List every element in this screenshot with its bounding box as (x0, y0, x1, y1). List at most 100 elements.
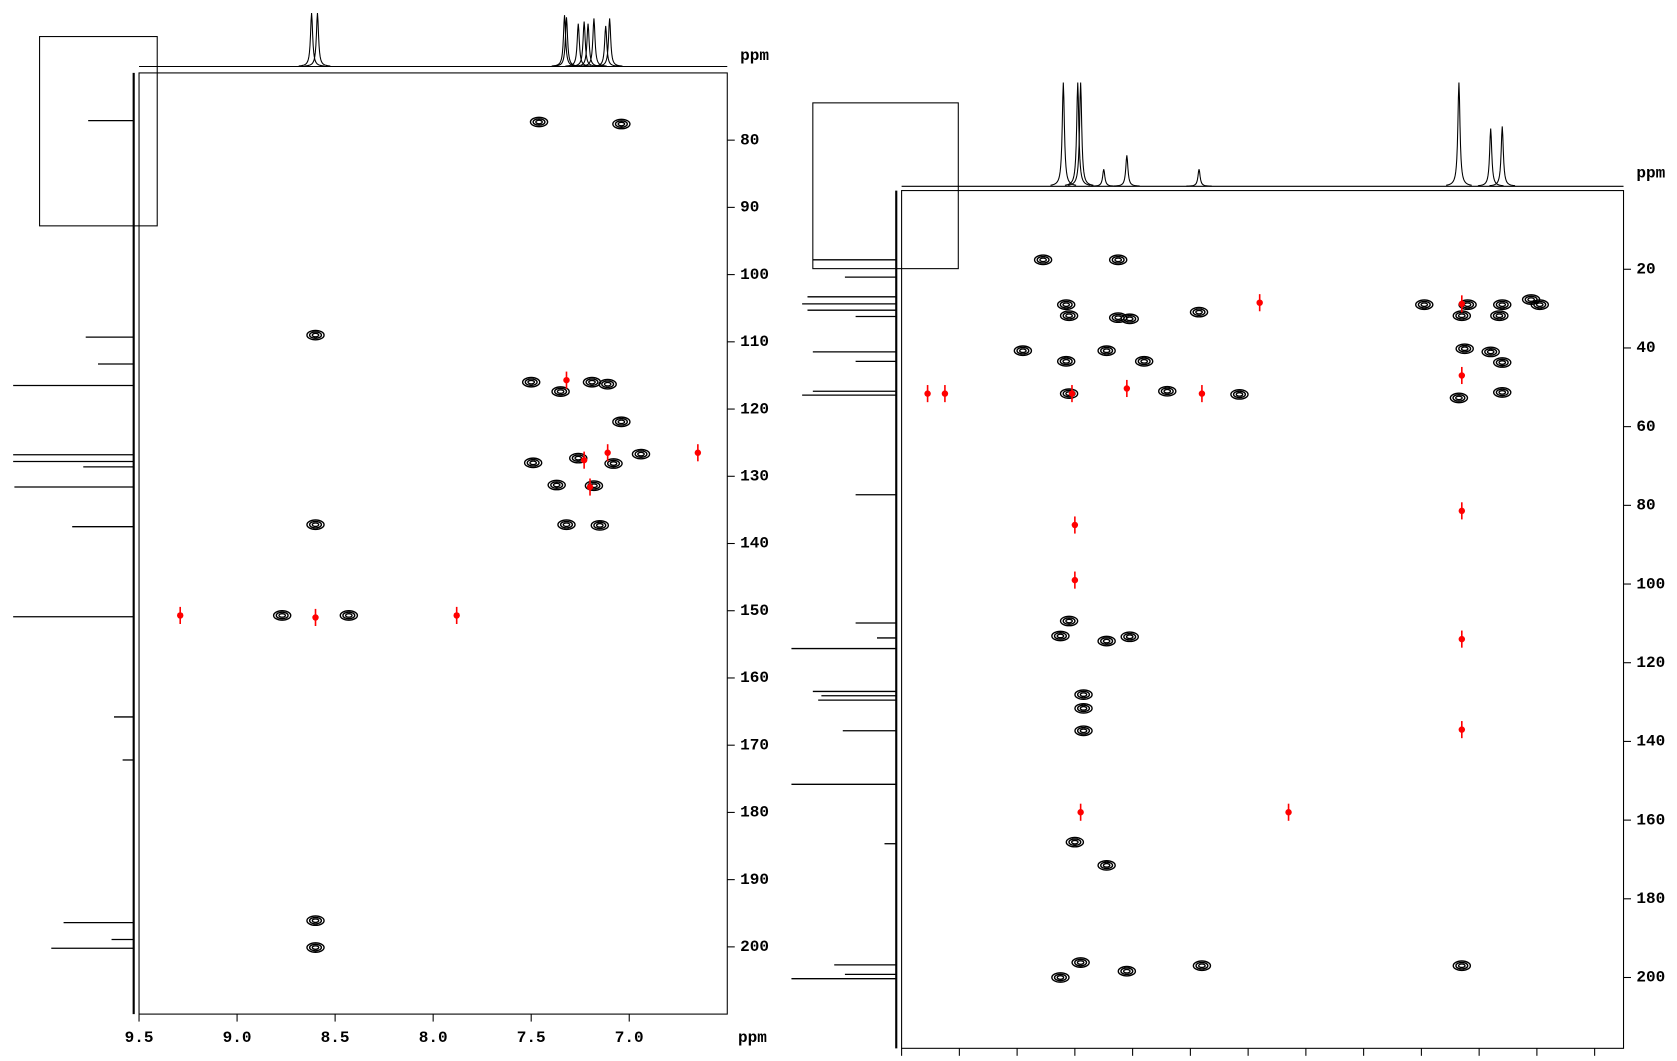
contour-ring (1013, 345, 1033, 357)
cross-peak (1458, 630, 1466, 648)
cross-peak (1449, 392, 1469, 404)
contour-ring (1114, 315, 1123, 321)
contour-ring (311, 522, 320, 528)
contour-ring (1189, 306, 1209, 318)
contour-ring (1068, 838, 1082, 847)
contour-ring (1195, 309, 1203, 315)
contour-ring (1527, 297, 1536, 303)
contour-ring (556, 389, 565, 395)
contour-ring (1059, 388, 1079, 399)
contour-ring (1062, 302, 1071, 308)
contour-ring (311, 332, 320, 338)
y-tick-label: 170 (740, 736, 769, 754)
contour-ring (1059, 357, 1073, 366)
contour-ring (1018, 348, 1027, 354)
contour-ring (1051, 630, 1070, 642)
cross-peak (1071, 571, 1079, 589)
cross-peak (1117, 965, 1137, 977)
contour-ring (1076, 726, 1091, 735)
contour-ring (1053, 632, 1068, 640)
contour-ring (1140, 358, 1149, 364)
y-tick-label: 140 (740, 535, 769, 553)
contour-ring (1457, 313, 1466, 319)
cross-peak (1120, 631, 1139, 643)
h-projection-peak (1050, 82, 1077, 186)
contour-ring (1079, 728, 1088, 734)
y-tick-label: 140 (1636, 733, 1665, 751)
contour-ring (562, 522, 571, 528)
cross-peak (523, 457, 543, 469)
y-tick-label: 100 (1636, 575, 1665, 593)
cross-peak (1071, 957, 1090, 968)
cross-peak (563, 371, 570, 389)
cross-peak (582, 376, 602, 388)
contour-ring (595, 522, 604, 528)
cross-peak (1077, 803, 1084, 821)
contour-ring (342, 611, 356, 620)
cross-peak (1458, 366, 1466, 385)
contour-ring (1036, 255, 1050, 264)
contour-ring (308, 520, 323, 529)
contour-ring (1460, 346, 1469, 352)
x-tick-label: 8.0 (419, 1029, 448, 1047)
cross-peak (306, 915, 325, 927)
cross-peak (1059, 310, 1079, 322)
contour-ring (557, 519, 576, 531)
contour-ring (526, 458, 540, 467)
cross-peak (1192, 960, 1212, 972)
y-tick-label: 60 (1636, 418, 1655, 436)
cross-peak (1065, 836, 1085, 848)
cross-peak (557, 519, 576, 531)
contour-ring (1070, 839, 1079, 845)
contour-ring (590, 519, 610, 531)
contour-ring (521, 376, 541, 388)
contour-ring (1455, 343, 1474, 355)
contour-ring (1059, 300, 1073, 309)
h-projection-peak (596, 18, 623, 67)
contour-ring (604, 458, 623, 469)
contour-ring (1102, 862, 1111, 868)
contour-ring (1486, 349, 1495, 355)
cross-peak (1074, 689, 1093, 700)
cross-peak (547, 479, 566, 491)
cross-peak (586, 478, 594, 496)
contour-ring (1498, 302, 1507, 308)
contour-ring (311, 918, 320, 924)
contour-ring (1065, 618, 1073, 624)
contour-ring (535, 119, 543, 125)
y-tick-label: 90 (740, 199, 759, 217)
cross-peak (1056, 299, 1076, 311)
contour-ring (1198, 963, 1206, 969)
cross-peak (1530, 299, 1550, 311)
contour-ring (554, 387, 568, 396)
x-tick-label: 9.0 (223, 1029, 252, 1047)
contour-ring (1071, 957, 1090, 968)
contour-ring (1498, 360, 1507, 365)
y-tick-label: 80 (1636, 497, 1655, 515)
contour-ring (306, 942, 325, 953)
y-tick-label: 100 (740, 266, 769, 284)
contour-ring (1417, 300, 1431, 309)
contour-ring (1108, 254, 1128, 266)
contour-ring (612, 416, 631, 428)
contour-ring (1097, 635, 1116, 647)
inset-box (39, 36, 158, 227)
contour-ring (1120, 967, 1134, 976)
cross-peak (1071, 516, 1079, 534)
cross-peak (1490, 310, 1509, 322)
h-projection-peak (304, 12, 331, 67)
cross-peak (306, 329, 325, 341)
cross-peak (604, 444, 611, 462)
contour-ring (1481, 346, 1500, 358)
contour-ring (1495, 300, 1509, 309)
contour-ring (1062, 358, 1071, 364)
contour-ring (1490, 310, 1509, 322)
cross-peak (612, 118, 631, 130)
contour-ring (306, 329, 325, 341)
cross-peak (694, 444, 702, 462)
contour-ring (1457, 963, 1466, 969)
contour-ring (1074, 702, 1093, 714)
plot-frame (138, 72, 728, 1015)
contour-ring (306, 915, 325, 927)
